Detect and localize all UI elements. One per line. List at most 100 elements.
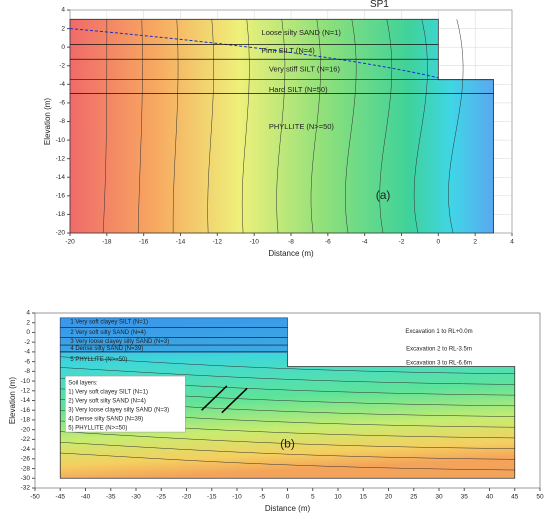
- y-tick-label: -6: [59, 100, 65, 107]
- contour-line: [172, 19, 179, 234]
- x-tick-label: -16: [139, 239, 149, 246]
- y-tick-label: 2: [61, 25, 65, 32]
- y-tick-label: -14: [21, 397, 31, 404]
- x-tick-label: -14: [176, 239, 186, 246]
- layer-label: 2 Very soft silty SAND (N=4): [70, 330, 146, 336]
- y-tick-label: -4: [59, 81, 65, 88]
- layer-label: Firm SILT (N=4): [262, 46, 316, 55]
- x-tick-label: -5: [259, 494, 265, 501]
- y-tick-label: -10: [56, 137, 66, 144]
- layer-label: 5 PHYLLITE (N>=50): [70, 357, 127, 363]
- legend-title: Soil layers:: [68, 381, 98, 387]
- y-tick-label: -12: [21, 387, 31, 394]
- x-tick-label: 40: [486, 494, 494, 501]
- layer-label: 4 Dense silty SAND (N=39): [70, 346, 143, 352]
- y-tick-label: -32: [21, 485, 31, 492]
- x-tick-label: -4: [362, 239, 368, 246]
- contour-line: [345, 19, 357, 234]
- y-tick-label: -26: [21, 456, 31, 463]
- legend-box: [65, 375, 186, 433]
- x-tick-label: 35: [461, 494, 469, 501]
- chart-title: SP1: [370, 0, 389, 10]
- x-tick-label: 4: [510, 239, 514, 246]
- y-tick-label: 0: [61, 44, 65, 51]
- x-tick-label: -10: [232, 494, 242, 501]
- y-tick-label: -6: [24, 358, 30, 365]
- y-axis-label: Elevation (m): [43, 98, 52, 145]
- contour-line: [448, 19, 464, 234]
- layer-label: PHYLLITE (N>=50): [269, 122, 335, 131]
- section-mark: [221, 387, 248, 414]
- x-tick-label: -20: [65, 239, 75, 246]
- x-tick-label: 20: [385, 494, 393, 501]
- y-tick-label: -2: [24, 339, 30, 346]
- y-tick-label: 4: [26, 310, 30, 317]
- x-tick-label: -30: [131, 494, 141, 501]
- x-tick-label: -8: [288, 239, 294, 246]
- upper-layers: [60, 317, 288, 353]
- y-tick-label: 0: [26, 329, 30, 336]
- contour-line: [413, 19, 428, 234]
- contour-line: [60, 356, 515, 375]
- contour-line: [60, 367, 515, 385]
- layer-label: Excavation 1 to RL+0.0m: [405, 329, 472, 335]
- legend-item: 2) Very soft silty SAND (N=4): [68, 399, 146, 405]
- y-tick-label: -2: [59, 62, 65, 69]
- layer-label: Excavation 3 to RL-6.6m: [406, 361, 472, 367]
- x-tick-label: -20: [182, 494, 192, 501]
- layer-label: Hard SILT (N=50): [269, 85, 328, 94]
- panel: -20 -18 -16 -14 -12 -10 -8 -6 -4 -2 0 2 4420-2-4-6-8…: [43, 0, 514, 258]
- x-tick-label: -40: [81, 494, 91, 501]
- y-tick-label: -8: [59, 118, 65, 125]
- x-tick-label: 15: [360, 494, 368, 501]
- layer-label: 1 Very soft clayey SILT (N=1): [70, 319, 148, 325]
- x-tick-label: -50: [30, 494, 40, 501]
- contour-line: [276, 19, 286, 234]
- x-tick-label: -10: [249, 239, 259, 246]
- y-tick-label: -16: [56, 193, 66, 200]
- x-tick-label: 10: [334, 494, 342, 501]
- contour-line: [60, 431, 515, 449]
- layer-label: Very stiff SILT (N=16): [269, 64, 341, 73]
- y-tick-label: -24: [21, 446, 31, 453]
- y-tick-label: 4: [61, 7, 65, 14]
- contour-line: [60, 452, 515, 471]
- x-tick-label: -12: [213, 239, 223, 246]
- y-tick-label: -20: [56, 230, 66, 237]
- y-tick-label: -10: [21, 378, 31, 385]
- layer-label: Excavation 2 to RL-3.5m: [406, 347, 472, 353]
- x-tick-label: -25: [157, 494, 167, 501]
- x-tick-label: 0: [437, 239, 441, 246]
- x-tick-label: 30: [435, 494, 443, 501]
- y-tick-label: -22: [21, 436, 31, 443]
- x-axis-label: Distance (m): [268, 249, 314, 258]
- contour-line: [310, 19, 321, 234]
- x-tick-label: -35: [106, 494, 116, 501]
- layer-label: 3 Very loose clayey silty SAND (N=3): [70, 339, 169, 345]
- y-tick-label: -8: [24, 368, 30, 375]
- x-tick-label: 5: [311, 494, 315, 501]
- y-tick-label: -18: [21, 417, 31, 424]
- x-tick-label: 0: [286, 494, 290, 501]
- y-tick-label: -12: [56, 155, 66, 162]
- contour-line: [102, 19, 108, 234]
- x-tick-label: 50: [536, 494, 544, 501]
- section-mark: [201, 385, 228, 411]
- y-axis-label: Elevation (m): [8, 377, 17, 424]
- y-tick-label: 2: [26, 319, 30, 326]
- phreatic-line: [69, 28, 439, 79]
- y-tick-label: -30: [21, 475, 31, 482]
- legend-item: 5) PHYLLITE (N>=50): [68, 426, 127, 432]
- x-tick-label: -15: [207, 494, 217, 501]
- y-tick-label: -18: [56, 211, 66, 218]
- legend-item: 4) Dense silty SAND (N=39): [68, 417, 143, 423]
- x-tick-label: -2: [399, 239, 405, 246]
- legend-item: 3) Very loose clayey silty SAND (N=3): [68, 408, 169, 414]
- contour-line: [60, 442, 515, 460]
- contour-line: [379, 19, 393, 234]
- y-tick-label: -14: [56, 174, 66, 181]
- layer-label: Loose silty SAND (N=1): [262, 28, 342, 37]
- x-tick-label: 25: [410, 494, 418, 501]
- panel: -50 -45 -40 -35 -30 -25 -20 -15 -10 -5 0 5 10 15 20 25 3…: [8, 310, 544, 513]
